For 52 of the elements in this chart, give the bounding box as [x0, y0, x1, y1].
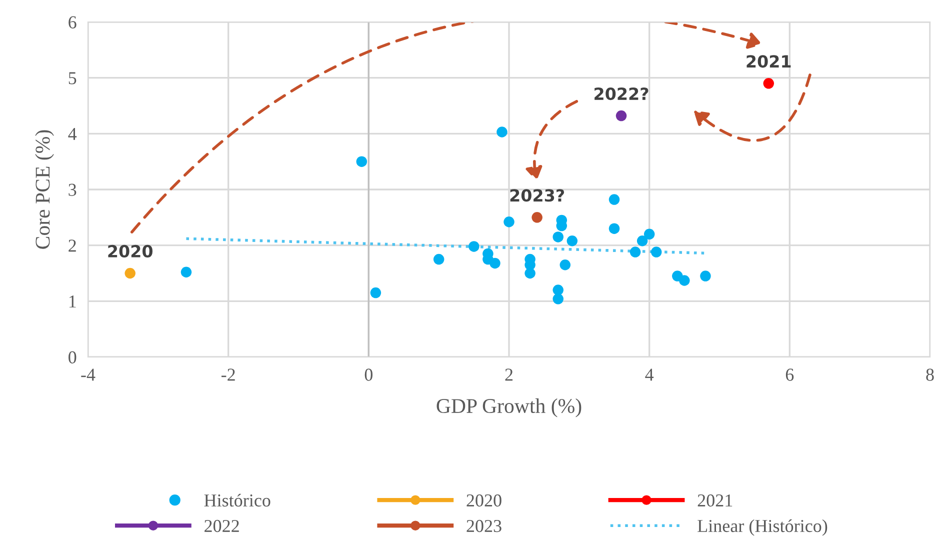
- y-tick-label: 3: [68, 184, 76, 196]
- x-tick-label: 2: [505, 368, 513, 381]
- point: [679, 275, 690, 286]
- point: [370, 287, 382, 298]
- point: [552, 232, 564, 242]
- y-tick-label: 6: [68, 16, 76, 28]
- point: [496, 126, 508, 138]
- legend-label: Histórico: [204, 494, 270, 507]
- point: [636, 235, 648, 246]
- x-tick-label: -4: [81, 368, 96, 381]
- x-tick-label: 8: [926, 368, 934, 381]
- annotation: 2022?: [594, 87, 648, 100]
- y-tick-label: 5: [68, 72, 76, 84]
- point: [700, 270, 711, 282]
- annotation: 2023?: [510, 189, 564, 202]
- point: [468, 241, 480, 252]
- point: [490, 258, 500, 269]
- legend-label: 2023: [466, 520, 502, 532]
- y-tick-label: 0: [68, 351, 76, 364]
- point: [608, 223, 620, 234]
- legend-label: 2021: [698, 494, 732, 507]
- y-tick-label: 2: [68, 240, 76, 252]
- annotation: 2021: [746, 55, 791, 68]
- point: [124, 268, 136, 279]
- x-tick-label: 4: [645, 368, 654, 381]
- point: [630, 246, 641, 258]
- point: [763, 78, 774, 89]
- point: [644, 228, 655, 240]
- legend-label: 2020: [466, 494, 502, 507]
- annotation: 2020: [108, 244, 152, 258]
- point: [650, 246, 662, 258]
- point: [552, 294, 564, 304]
- x-tick-label: 0: [364, 368, 372, 381]
- point: [356, 156, 368, 167]
- legend-label: 2022: [204, 520, 239, 532]
- point: [504, 216, 514, 228]
- point: [552, 284, 564, 296]
- y-tick-label: 1: [69, 296, 76, 308]
- point: [560, 259, 571, 270]
- y-axis-title: Core PCE (%): [35, 130, 54, 249]
- legend-label: Linear (Histórico): [698, 519, 828, 536]
- y-tick-label: 4: [68, 128, 77, 140]
- point: [608, 194, 620, 205]
- x-tick-label: 6: [786, 368, 794, 381]
- x-tick-label: -2: [221, 368, 235, 381]
- point: [180, 266, 192, 278]
- point: [532, 212, 542, 223]
- point: [566, 235, 578, 246]
- x-axis-title: GDP Growth (%): [436, 398, 582, 418]
- point: [433, 254, 444, 265]
- point: [616, 110, 627, 122]
- point: [524, 268, 536, 279]
